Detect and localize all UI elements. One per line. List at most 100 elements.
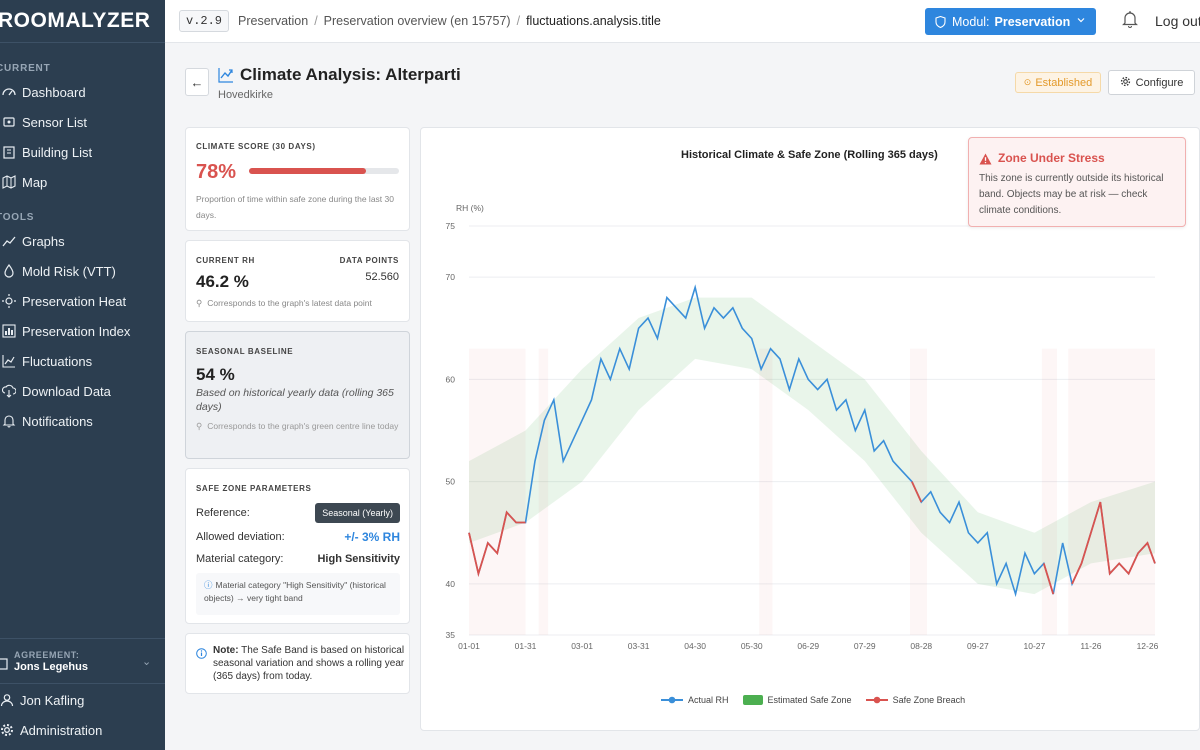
logout-button[interactable]: Log out [1155,13,1200,29]
alert-text: This zone is currently outside its histo… [979,173,1164,216]
sidebar-divider [0,683,165,684]
heat-icon [2,294,16,308]
card-label: DATA POINTS [339,256,399,265]
breadcrumb-item[interactable]: Preservation overview (en 15757) [323,14,511,28]
sidebar-item-label: Fluctuations [22,353,93,369]
chart-card: 35 40 50 60 70 75 RH (%) 01-01 01-31 03-01 03-31 04… [420,127,1200,731]
param-label: Reference: [196,507,250,519]
sidebar-item-preservation-index[interactable]: Preservation Index [0,317,165,345]
safe-zone-band [469,297,1155,595]
sidebar-item-map[interactable]: Map [0,168,165,196]
back-button[interactable]: ← [185,68,209,96]
mold-icon [2,264,16,278]
param-row-material: Material category: High Sensitivity [196,553,400,565]
legend-item-safe-zone[interactable]: Estimated Safe Zone [742,695,852,705]
user-icon [0,693,14,707]
legend-label: Safe Zone Breach [892,695,966,705]
sidebar-item-preservation-heat[interactable]: Preservation Heat [0,287,165,315]
sidebar-item-notifications[interactable]: Notifications [0,407,165,435]
link-icon: ⚲ [196,421,203,431]
sidebar-item-user[interactable]: Jon Kafling [0,686,165,714]
note-body: The Safe Band is based on historical sea… [213,645,405,682]
deviation-value: +/- 3% RH [344,530,400,544]
notification-bell-icon[interactable] [1122,10,1138,33]
breach-shade [766,348,773,635]
sidebar-section-tools: TOOLS [0,212,35,223]
x-tick-label: 08-28 [910,641,932,651]
building-icon [2,145,16,159]
sidebar-item-graphs[interactable]: Graphs [0,227,165,255]
breach-line [1071,501,1156,585]
breach-shade [538,348,549,635]
y-tick-label: 70 [446,272,456,282]
map-icon [2,175,16,189]
x-tick-label: 01-31 [515,641,537,651]
sidebar-divider [0,638,165,639]
zone-stress-alert: Zone Under Stress This zone is currently… [968,137,1186,227]
agreement-label: AGREEMENT: [14,650,80,660]
param-row-reference: Reference: Seasonal (Yearly) [196,503,400,523]
configure-button[interactable]: Configure [1108,70,1195,95]
x-tick-label: 07-29 [854,641,876,651]
sidebar-item-building-list[interactable]: Building List [0,138,165,166]
sidebar-item-label: Administration [20,722,103,738]
arrow-left-icon: ← [190,74,204,90]
gear-icon [0,723,14,737]
climate-score-value: 78% [196,161,237,183]
hint-text: Corresponds to the graph's green centre … [207,421,399,431]
gear-icon [1120,76,1131,90]
breach-shade [469,348,526,635]
sidebar-item-administration[interactable]: Administration [0,716,165,744]
module-selector-button[interactable]: Modul: Preservation [925,8,1096,35]
breadcrumb: Preservation / Preservation overview (en 1… [238,14,661,28]
param-row-deviation: Allowed deviation: +/- 3% RH [196,530,400,544]
seasonal-baseline-value: 54 % [196,365,235,384]
climate-score-description: Proportion of time within safe zone duri… [196,194,394,220]
version-badge: v.2.9 [179,10,230,32]
module-label: Modul: [952,14,990,29]
legend-item-actual-rh[interactable]: Actual RH [661,695,729,705]
x-tick-label: 12-26 [1137,641,1159,651]
configure-label: Configure [1135,76,1184,89]
index-icon [2,324,16,338]
sidebar-item-fluctuations[interactable]: Fluctuations [0,347,165,375]
current-rh-card: CURRENT RH DATA POINTS 46.2 % 52.560 ⚲ Co… [185,240,410,322]
x-tick-label: 03-01 [571,641,593,651]
warning-icon [979,152,992,170]
sidebar-item-dashboard[interactable]: Dashboard [0,78,165,106]
note-label: Note: [213,645,239,656]
card-label: CLIMATE SCORE (30 DAYS) [196,142,316,151]
y-tick-label: 40 [446,579,456,589]
agreement-selector[interactable]: Jons Legehus [14,661,88,673]
alert-title: Zone Under Stress [998,151,1105,165]
breach-line [1042,563,1055,595]
chart-title: Historical Climate & Safe Zone (Rolling … [681,149,938,161]
breadcrumb-item[interactable]: Preservation [238,14,309,28]
sidebar-item-mold-risk[interactable]: Mold Risk (VTT) [0,257,165,285]
seasonal-baseline-card: SEASONAL BASELINE 54 % Based on historic… [185,331,410,459]
note-card: Note: The Safe Band is based on historic… [185,633,410,694]
sidebar-item-sensor-list[interactable]: Sensor List [0,108,165,136]
breach-line [911,481,923,503]
download-icon [2,384,16,398]
note-text: Note: The Safe Band is based on historic… [213,644,408,683]
bell-icon [2,414,16,428]
chevron-down-icon[interactable]: ⌄ [142,656,152,668]
x-tick-label: 01-01 [458,641,480,651]
sidebar-section-current: CURRENT [0,63,51,74]
param-label: Allowed deviation: [196,531,285,543]
status-badge: ⊙ Established [1015,72,1101,93]
sidebar-item-label: Jon Kafling [20,692,85,708]
check-circle-icon: ⊙ [1023,77,1032,87]
breach-line [468,510,526,578]
sidebar-item-label: Preservation Heat [22,293,127,309]
breach-shade [910,348,927,635]
current-rh-value: 46.2 % [196,272,249,291]
top-header: v.2.9 Preservation / Preservation overview… [165,0,1200,43]
y-tick-label: 75 [446,221,456,231]
breach-shade [759,348,767,635]
sidebar-item-download-data[interactable]: Download Data [0,377,165,405]
legend-item-breach[interactable]: Safe Zone Breach [865,695,966,705]
actual-rh-line [468,284,1156,598]
y-axis-label: RH (%) [456,203,484,213]
